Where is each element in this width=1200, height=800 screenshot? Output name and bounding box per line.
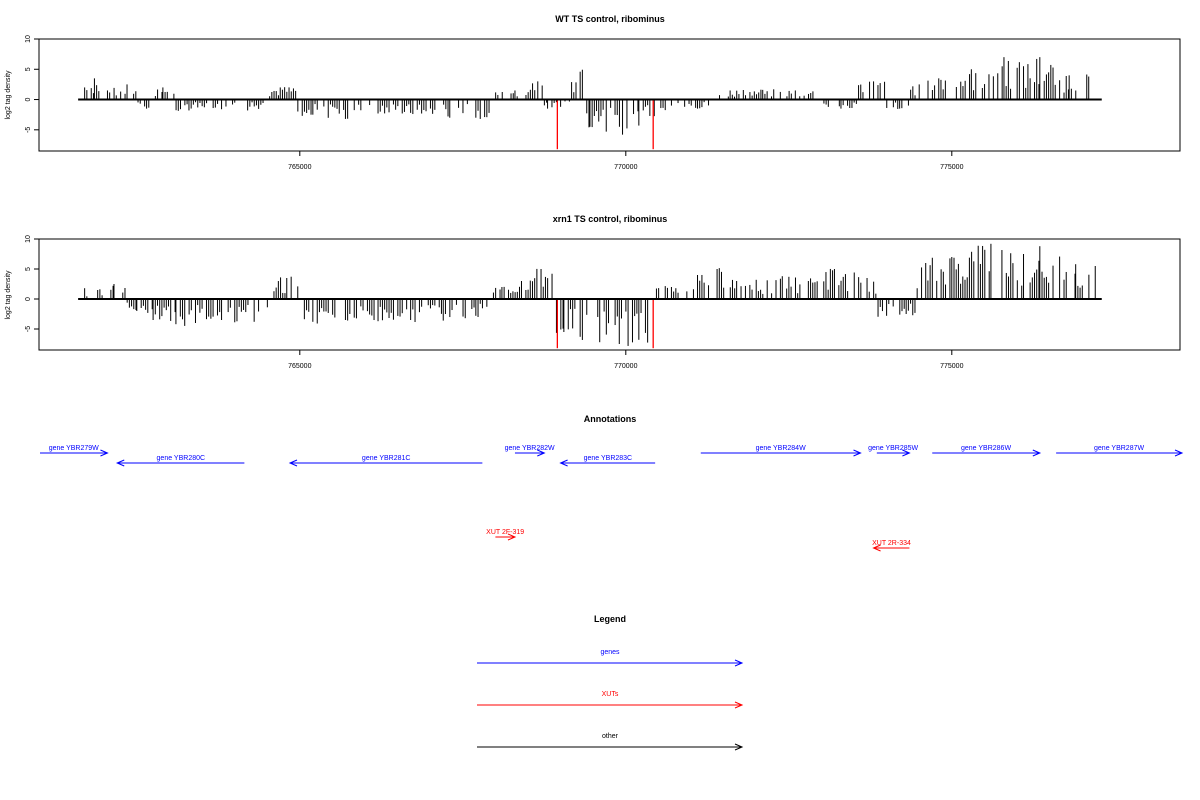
wt-x-axis: 765000 770000 775000 [288, 151, 964, 171]
wt-y-axis: -5 0 5 10 [25, 35, 39, 133]
xrn1-x-tick-label: 775000 [940, 363, 963, 370]
xut-label: XUT 2R-334 [872, 540, 911, 547]
wt-density-bars [84, 57, 1090, 150]
xut-label: XUT 2F-319 [486, 529, 524, 536]
xut-arrow-head [507, 533, 517, 541]
legend-items: genes XUTs other [477, 649, 744, 751]
legend-arrow-head [734, 659, 744, 667]
gene-arrow-head [1032, 449, 1042, 457]
xrn1-x-axis: 765000 770000 775000 [288, 350, 964, 370]
legend: Legend genes XUTs other [477, 614, 744, 751]
gene-label: gene YBR285W [868, 445, 918, 452]
gene-arrow-head [537, 449, 546, 457]
gene-arrow-head [100, 449, 109, 457]
gene-arrow-head [902, 449, 911, 457]
xrn1-x-tick-label: 765000 [288, 363, 311, 370]
gene-arrow-head [288, 459, 298, 467]
xrn1-y-tick-label: -5 [25, 326, 32, 332]
gene-arrow-head [853, 449, 862, 457]
gene-label: gene YBR287W [1094, 445, 1144, 452]
wt-panel: WT TS control, ribominus log2 tag densit… [5, 14, 1181, 171]
gene-label: gene YBR280C [157, 455, 206, 462]
gene-label: gene YBR286W [961, 445, 1011, 452]
xrn1-y-tick-label: 0 [25, 297, 32, 301]
xut-annotations: XUT 2F-319 XUT 2R-334 [486, 529, 911, 552]
legend-label: genes [600, 649, 620, 656]
legend-arrow-head [734, 743, 744, 751]
xrn1-panel-title: xrn1 TS control, ribominus [553, 214, 668, 224]
wt-x-tick-label: 775000 [940, 164, 963, 171]
gene-label: gene YBR281C [362, 455, 411, 462]
xrn1-panel: xrn1 TS control, ribominus log2 tag dens… [5, 214, 1181, 370]
wt-y-axis-label: log2 tag density [5, 70, 12, 120]
gene-arrow-head [1174, 449, 1184, 457]
xrn1-y-tick-label: 5 [25, 267, 32, 271]
gene-arrow-head [115, 459, 125, 467]
xrn1-y-axis-label: log2 tag density [5, 270, 12, 320]
xrn1-y-axis: -5 0 5 10 [25, 235, 39, 332]
gene-label: gene YBR284W [756, 445, 806, 452]
wt-y-tick-label: 5 [25, 67, 32, 71]
xrn1-plot-frame [38, 238, 1181, 351]
xut-arrow-head [872, 544, 881, 552]
annotations-title: Annotations [584, 414, 637, 424]
legend-label: other [602, 733, 619, 740]
legend-title: Legend [594, 614, 626, 624]
gene-label: gene YBR283C [584, 455, 633, 462]
xrn1-y-tick-label: 10 [25, 235, 32, 243]
wt-plot-frame [38, 38, 1181, 152]
legend-label: XUTs [602, 691, 619, 698]
wt-y-tick-label: 0 [25, 97, 32, 101]
xrn1-x-tick-label: 770000 [614, 363, 637, 370]
wt-x-tick-label: 765000 [288, 164, 311, 171]
wt-x-tick-label: 770000 [614, 164, 637, 171]
gene-annotations: gene YBR279W gene YBR280C gene YBR281C gene… [40, 445, 1184, 467]
gene-label: gene YBR282W [505, 445, 555, 452]
gene-arrow-head [559, 459, 568, 467]
legend-arrow-head [734, 701, 744, 709]
wt-panel-title: WT TS control, ribominus [555, 14, 665, 24]
wt-y-tick-label: 10 [25, 35, 32, 43]
wt-y-tick-label: -5 [25, 127, 32, 133]
xrn1-density-bars [84, 243, 1096, 349]
gene-label: gene YBR279W [49, 445, 99, 452]
